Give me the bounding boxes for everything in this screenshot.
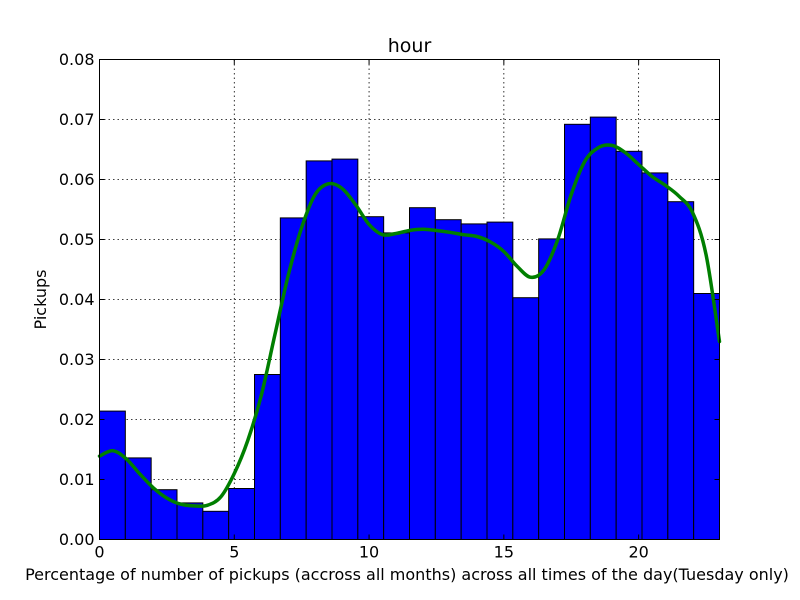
x-tick-label: 10 bbox=[359, 543, 379, 562]
histogram-bar bbox=[305, 160, 333, 540]
density-curve-layer bbox=[97, 143, 722, 508]
histogram-bar bbox=[228, 488, 256, 540]
histogram-bar bbox=[409, 207, 436, 540]
histogram-bar bbox=[99, 410, 126, 540]
y-tick-label: 0.06 bbox=[59, 170, 95, 189]
histogram-bar bbox=[254, 374, 281, 540]
histogram-bar bbox=[202, 510, 230, 540]
histogram-bar bbox=[434, 219, 462, 540]
histogram-bar bbox=[357, 216, 385, 540]
histogram-bar bbox=[512, 297, 540, 541]
y-tick-label: 0.00 bbox=[59, 530, 95, 549]
histogram-bar bbox=[538, 238, 565, 540]
histogram-bar bbox=[564, 123, 591, 541]
histogram-bar bbox=[279, 217, 307, 540]
y-tick-label: 0.02 bbox=[59, 410, 95, 429]
histogram-bar bbox=[331, 158, 359, 540]
histogram-bar bbox=[589, 116, 617, 540]
x-tick-label: 5 bbox=[229, 543, 239, 562]
histogram-bar bbox=[641, 172, 669, 540]
x-tick-label: 0 bbox=[94, 543, 104, 562]
y-tick-label: 0.05 bbox=[59, 230, 95, 249]
y-tick-label: 0.04 bbox=[59, 290, 95, 309]
x-tick-label: 20 bbox=[628, 543, 648, 562]
x-axis-title: Percentage of number of pickups (accross… bbox=[25, 565, 789, 584]
histogram-bar bbox=[615, 150, 643, 541]
histogram-bar bbox=[486, 221, 514, 540]
histogram-bar bbox=[460, 223, 488, 540]
y-tick-label: 0.03 bbox=[59, 350, 95, 369]
histogram-bar bbox=[693, 293, 720, 540]
y-axis-title: Pickups bbox=[31, 270, 50, 330]
y-tick-label: 0.07 bbox=[59, 110, 95, 129]
histogram-bar bbox=[383, 232, 411, 540]
chart-title: hour bbox=[388, 35, 432, 57]
y-tick-label: 0.01 bbox=[59, 470, 95, 489]
histogram-bar bbox=[176, 502, 204, 540]
x-tick-label: 15 bbox=[494, 543, 514, 562]
histogram-bars bbox=[99, 116, 720, 541]
histogram-bar bbox=[667, 201, 695, 540]
y-tick-label: 0.08 bbox=[59, 50, 95, 69]
axis-ticks: 0 5 10 15 20 0.00 0.01 0.02 0.03 0.04 0.05 0.06 0.07… bbox=[59, 50, 720, 562]
density-curve bbox=[97, 143, 722, 508]
